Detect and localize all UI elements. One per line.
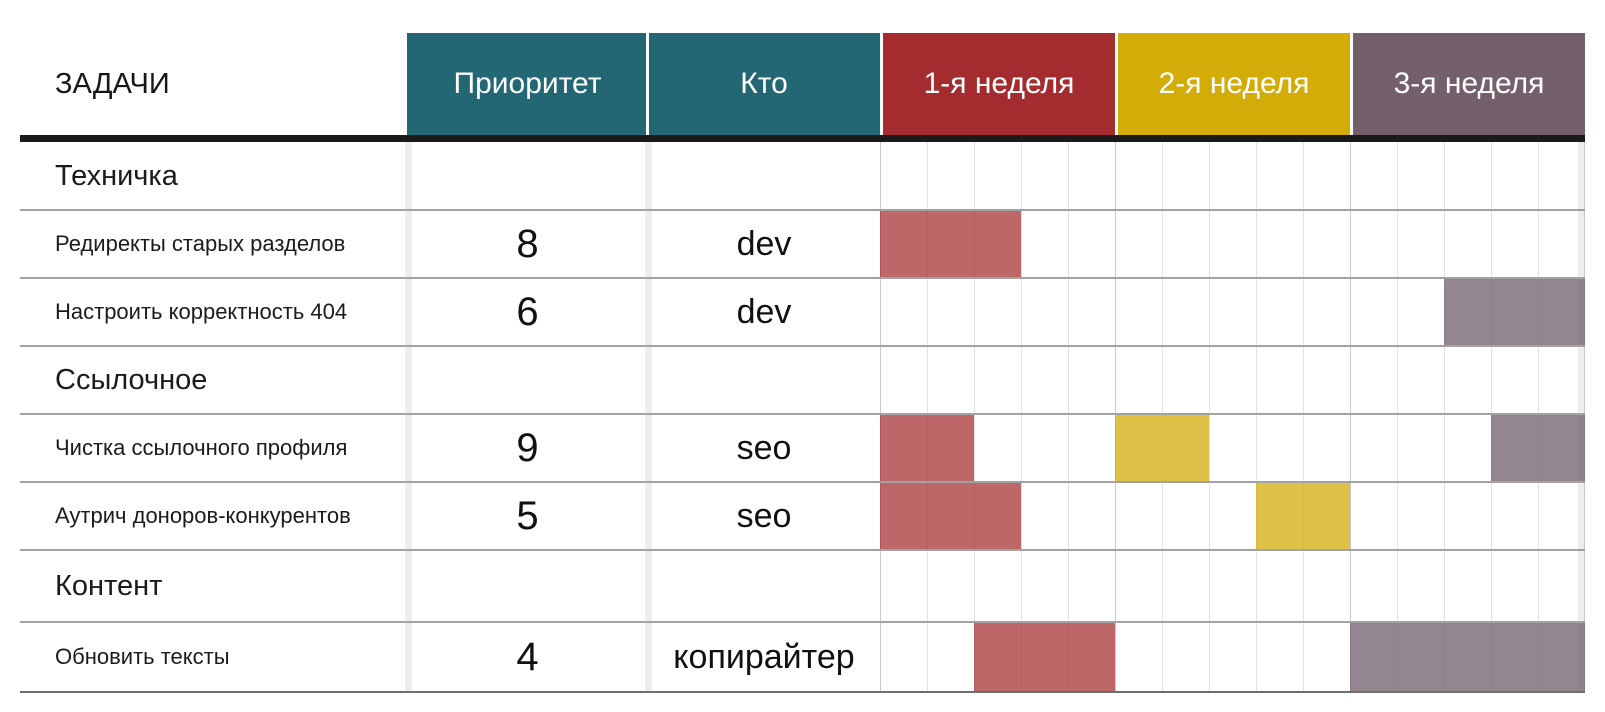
day-gridline	[1303, 142, 1304, 692]
priority-value: 9	[516, 425, 539, 470]
section-row-label: Техничка	[55, 159, 178, 192]
table-bottom-line	[20, 691, 1585, 693]
priority-column-header: Приоритет	[407, 33, 648, 135]
priority-value: 8	[516, 221, 539, 266]
row-divider-line	[20, 413, 1585, 415]
gantt-bar	[1350, 622, 1585, 692]
day-gridline	[1068, 142, 1069, 692]
week3-column-header: 3-я неделя	[1353, 33, 1585, 135]
gantt-bar	[1256, 482, 1350, 550]
gantt-bar	[880, 482, 1021, 550]
who-value: dev	[736, 292, 792, 331]
priority-value: 5	[516, 493, 539, 538]
gantt-bar	[1115, 414, 1209, 482]
row-divider-line	[20, 549, 1585, 551]
task-row-label: Аутрич доноров-конкурентов	[55, 503, 351, 528]
task-row-label: Обновить тексты	[55, 644, 230, 669]
who-value: копирайтер	[673, 637, 855, 676]
week-gridline	[1350, 142, 1351, 692]
column-band	[645, 142, 652, 692]
gantt-bar	[880, 414, 974, 482]
day-gridline	[974, 142, 975, 692]
gantt-bar	[880, 210, 1021, 278]
gantt-bar	[974, 622, 1115, 692]
row-divider-line	[20, 277, 1585, 279]
section-row-label: Ссылочное	[55, 363, 208, 396]
gantt-bar	[1444, 278, 1585, 346]
who-column-header: Кто	[648, 33, 880, 135]
week2-column-header: 2-я неделя	[1118, 33, 1350, 135]
section-row-label: Контент	[55, 569, 163, 602]
day-gridline	[1444, 142, 1445, 692]
task-row-label: Чистка ссылочного профиля	[55, 435, 348, 460]
task-row-label: Редиректы старых разделов	[55, 231, 346, 256]
priority-value: 4	[516, 634, 539, 679]
header-separator-line	[20, 135, 1585, 142]
day-gridline	[1256, 142, 1257, 692]
day-gridline	[1209, 142, 1210, 692]
tasks-column-header: ЗАДАЧИ	[55, 67, 170, 100]
week1-column-header: 1-я неделя	[883, 33, 1115, 135]
row-divider-line	[20, 345, 1585, 347]
row-divider-line	[20, 209, 1585, 211]
header-divider	[646, 33, 649, 135]
day-gridline	[1021, 142, 1022, 692]
row-divider-line	[20, 621, 1585, 623]
task-row-label: Настроить корректность 404	[55, 299, 348, 324]
row-divider-line	[20, 481, 1585, 483]
column-band	[405, 142, 412, 692]
day-gridline	[1397, 142, 1398, 692]
who-value: seo	[736, 496, 792, 535]
who-value: seo	[736, 428, 792, 467]
priority-value: 6	[516, 289, 539, 334]
who-value: dev	[736, 224, 792, 263]
gantt-bar	[1491, 414, 1585, 482]
